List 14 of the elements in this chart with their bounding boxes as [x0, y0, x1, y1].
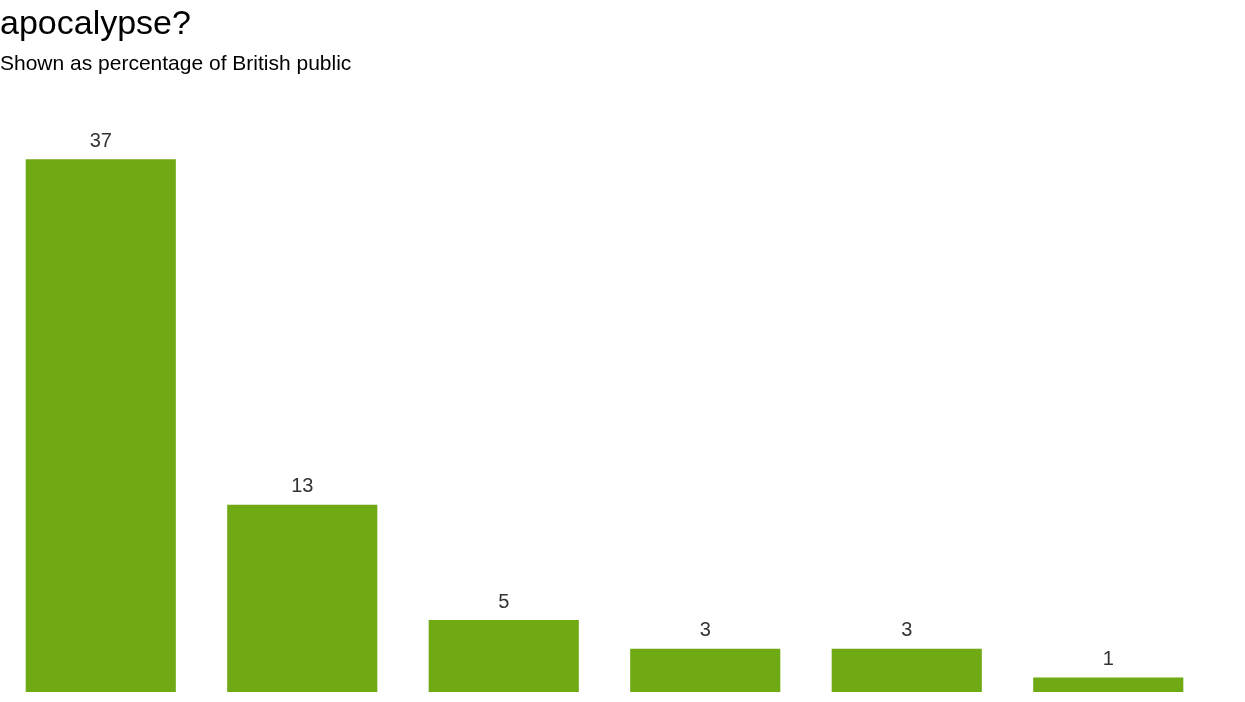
- bar: [227, 504, 378, 692]
- data-label: 5: [498, 589, 510, 612]
- chart-subtitle: Shown as percentage of British public: [0, 50, 353, 76]
- bar: [25, 159, 176, 692]
- data-label: 3: [901, 618, 913, 641]
- bar: [428, 620, 579, 692]
- chart-title: apocalypse?: [0, 2, 192, 42]
- bar: [630, 648, 781, 692]
- data-label: 3: [699, 618, 711, 641]
- bar: [831, 648, 982, 692]
- data-label: 37: [89, 128, 112, 151]
- data-label: 13: [291, 474, 314, 497]
- data-label: 1: [1102, 647, 1114, 670]
- bar: [1033, 677, 1184, 692]
